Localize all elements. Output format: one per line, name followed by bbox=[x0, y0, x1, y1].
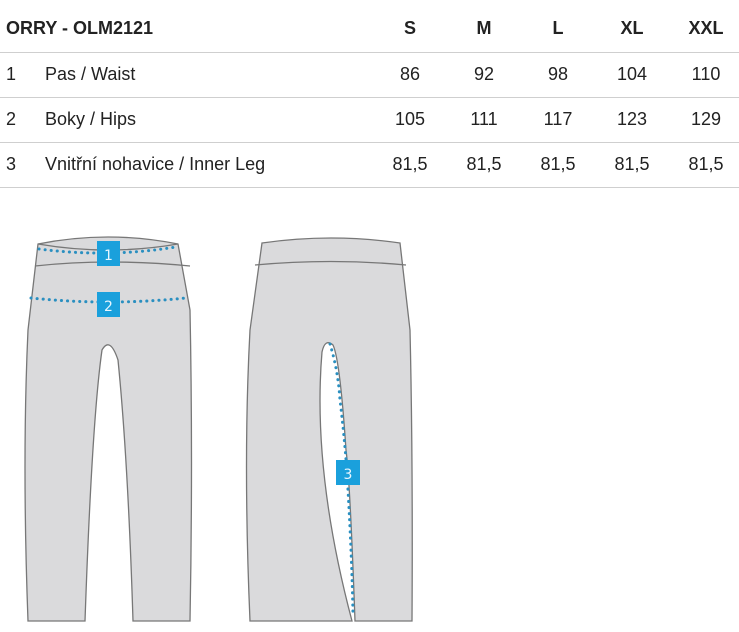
row-number: 1 bbox=[6, 64, 17, 84]
cell-value: 81,5 bbox=[614, 154, 650, 174]
row-number: 2 bbox=[6, 109, 17, 129]
divider bbox=[0, 187, 739, 188]
cell-value: 81,5 bbox=[540, 154, 576, 174]
divider bbox=[0, 52, 739, 53]
hips-measure-line bbox=[29, 296, 188, 304]
cell-value: 92 bbox=[473, 64, 495, 84]
divider bbox=[0, 142, 739, 143]
row-label: Pas / Waist bbox=[45, 64, 136, 84]
row-label: Boky / Hips bbox=[45, 109, 137, 129]
row-number: 3 bbox=[6, 154, 17, 174]
size-header: S bbox=[403, 18, 416, 38]
cell-value: 129 bbox=[690, 109, 722, 129]
divider bbox=[0, 97, 739, 98]
cell-value: 117 bbox=[543, 109, 573, 129]
marker-2: 2 bbox=[97, 292, 120, 317]
product-title: ORRY - OLM2121 bbox=[6, 18, 154, 38]
table-row: 2 Boky / Hips 105 111 117 123 129 bbox=[0, 97, 739, 142]
cell-value: 81,5 bbox=[688, 154, 724, 174]
table-row: 3 Vnitřní nohavice / Inner Leg 81,5 81,5… bbox=[0, 142, 739, 187]
cell-value: 123 bbox=[616, 109, 648, 129]
cell-value: 98 bbox=[547, 64, 569, 84]
size-header: L bbox=[552, 18, 564, 38]
marker-1: 1 bbox=[97, 241, 120, 266]
marker-label: 1 bbox=[104, 248, 113, 264]
cell-value: 110 bbox=[691, 64, 721, 84]
pants-back bbox=[245, 237, 413, 622]
cell-value: 105 bbox=[394, 109, 426, 129]
cell-value: 86 bbox=[399, 64, 421, 84]
marker-label: 3 bbox=[344, 467, 353, 483]
cell-value: 81,5 bbox=[392, 154, 428, 174]
waist-measure-line bbox=[37, 245, 178, 255]
size-header: XXL bbox=[688, 18, 724, 38]
table-header: ORRY - OLM2121 S M L XL XXL bbox=[0, 6, 739, 51]
marker-label: 2 bbox=[104, 299, 113, 315]
table-row: 1 Pas / Waist 86 92 98 104 110 bbox=[0, 52, 739, 97]
marker-3: 3 bbox=[336, 460, 360, 485]
cell-value: 81,5 bbox=[466, 154, 502, 174]
size-header: M bbox=[476, 18, 492, 38]
cell-value: 104 bbox=[616, 64, 648, 84]
size-header: XL bbox=[620, 18, 644, 38]
cell-value: 111 bbox=[470, 109, 498, 129]
row-label: Vnitřní nohavice / Inner Leg bbox=[45, 154, 266, 174]
